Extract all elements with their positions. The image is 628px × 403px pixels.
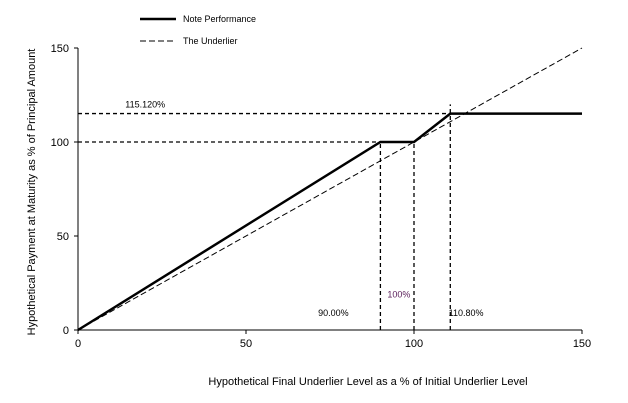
axes	[77, 48, 582, 331]
annotation-label-0: 115.120%	[125, 99, 165, 109]
reference-lines	[78, 104, 451, 330]
series-lines	[77, 47, 583, 332]
y-axis-title: Hypothetical Payment at Maturity as % of…	[26, 49, 38, 336]
y-tick-label-150: 150	[51, 43, 69, 55]
x-tick-label-0: 0	[75, 338, 81, 350]
ticks: 0 50 100 150 0 50 100 150	[51, 43, 592, 350]
legend: Note Performance The Underlier	[140, 14, 256, 46]
y-tick-label-0: 0	[63, 325, 69, 337]
x-tick-label-150: 150	[573, 338, 591, 350]
x-axis-title: Hypothetical Final Underlier Level as a …	[208, 376, 527, 388]
annotations: 115.120% 90.00% 100% 110.80%	[125, 99, 483, 318]
annotation-label-2: 100%	[387, 289, 410, 299]
y-tick-label-50: 50	[57, 231, 69, 243]
annotation-label-3: 110.80%	[449, 308, 484, 318]
legend-label-underlier: The Underlier	[183, 36, 238, 46]
legend-label-note-performance: Note Performance	[183, 14, 256, 24]
x-tick-label-100: 100	[405, 338, 423, 350]
x-tick-label-50: 50	[240, 338, 252, 350]
series-line-note-performance	[77, 112, 582, 332]
annotation-label-1: 90.00%	[318, 308, 349, 318]
y-tick-label-100: 100	[51, 137, 69, 149]
series-line-underlier	[77, 47, 583, 331]
